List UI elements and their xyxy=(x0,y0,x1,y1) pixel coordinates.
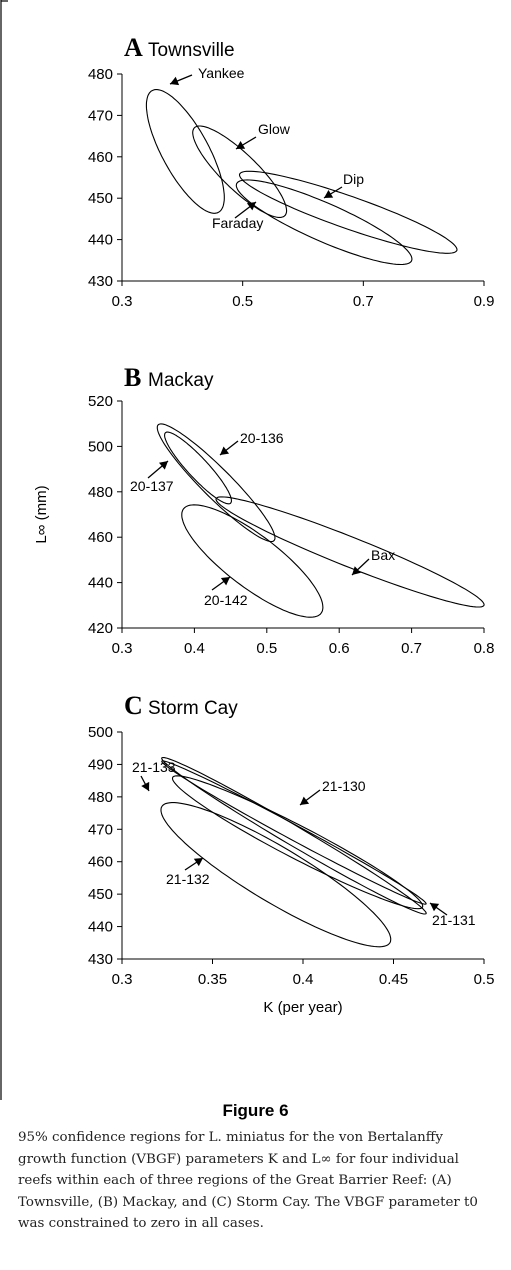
confidence-ellipse-20-136 xyxy=(164,431,232,505)
y-tick-label: 450 xyxy=(88,190,113,207)
y-tick-label: 460 xyxy=(88,149,113,166)
confidence-ellipse-dip xyxy=(238,170,458,254)
confidence-ellipse-20-142 xyxy=(181,504,324,618)
panel-title: Townsville xyxy=(148,40,235,61)
y-tick-label: 500 xyxy=(88,724,113,741)
x-tick-label: 0.5 xyxy=(232,293,253,310)
figure-caption: 95% confidence regions for L. miniatus f… xyxy=(18,1130,478,1231)
confidence-ellipse-glow xyxy=(192,125,288,218)
series-arrowhead xyxy=(300,796,310,805)
x-tick-label: 0.4 xyxy=(184,640,205,657)
x-tick-label: 0.3 xyxy=(112,971,133,988)
y-tick-label: 460 xyxy=(88,529,113,546)
x-tick-label: 0.4 xyxy=(293,971,314,988)
series-arrowhead xyxy=(141,781,150,791)
y-tick-label: 440 xyxy=(88,575,113,592)
series-label: 21-130 xyxy=(322,778,366,794)
x-tick-label: 0.35 xyxy=(198,971,227,988)
series-label: 20-137 xyxy=(130,478,174,494)
y-axis-title: L∞ (mm) xyxy=(33,485,50,543)
y-tick-label: 440 xyxy=(88,919,113,936)
series-label: Dip xyxy=(343,171,364,187)
x-tick-label: 0.5 xyxy=(474,971,495,988)
figure-label: Figure 6 xyxy=(222,1101,289,1120)
x-tick-label: 0.9 xyxy=(474,293,495,310)
x-tick-label: 0.5 xyxy=(256,640,277,657)
figure-chart-area: A Townsville 430 440 450 460 470 480 0.3 0.5 0.7 0.… xyxy=(0,0,494,1100)
x-tick-label: 0.3 xyxy=(112,640,133,657)
confidence-ellipse-21-132 xyxy=(160,802,392,948)
series-label: Faraday xyxy=(212,215,263,231)
x-tick-label: 0.7 xyxy=(401,640,422,657)
y-tick-label: 480 xyxy=(88,484,113,501)
y-tick-label: 450 xyxy=(88,886,113,903)
series-arrowhead xyxy=(352,566,361,575)
series-arrowhead xyxy=(220,577,230,586)
confidence-ellipse-yankee xyxy=(145,89,225,214)
x-tick-label: 0.6 xyxy=(329,640,350,657)
series-label: 20-136 xyxy=(240,430,284,446)
panel-title: Storm Cay xyxy=(148,698,238,719)
series-arrowhead xyxy=(430,903,440,912)
panel-c: C Storm Cay 430 440 450 460 470 480 490 500 0.3 0.3… xyxy=(88,691,494,1016)
x-tick-label: 0.7 xyxy=(353,293,374,310)
panel-letter: A xyxy=(124,33,143,62)
y-tick-label: 430 xyxy=(88,951,113,968)
y-tick-label: 520 xyxy=(88,393,113,410)
series-arrowhead xyxy=(158,461,168,470)
series-arrowhead xyxy=(246,202,256,211)
x-tick-label: 0.45 xyxy=(379,971,408,988)
series-label: 20-142 xyxy=(204,592,248,608)
y-tick-label: 480 xyxy=(88,66,113,83)
panel-b: B Mackay 420 440 460 480 500 520 0.3 0.4 0.5 0.6 0.7… xyxy=(33,363,494,657)
x-axis-title: K (per year) xyxy=(263,999,342,1016)
x-tick-label: 0.8 xyxy=(474,640,495,657)
series-arrowhead xyxy=(236,141,246,149)
y-tick-label: 440 xyxy=(88,232,113,249)
series-arrowhead xyxy=(220,446,230,455)
y-tick-label: 480 xyxy=(88,789,113,806)
y-tick-label: 470 xyxy=(88,107,113,124)
series-label: Yankee xyxy=(198,65,245,81)
panel-letter: B xyxy=(124,363,141,392)
confidence-ellipse-21-131 xyxy=(171,775,424,910)
y-tick-label: 430 xyxy=(88,273,113,290)
panel-a: A Townsville 430 440 450 460 470 480 0.3 0.5 0.7 0.… xyxy=(88,33,494,310)
series-label: Bax xyxy=(371,547,395,563)
series-arrowhead xyxy=(324,189,334,198)
confidence-ellipse-21-133 xyxy=(161,760,427,905)
series-label: 21-132 xyxy=(166,871,210,887)
series-label: 21-131 xyxy=(432,912,476,928)
confidence-ellipse-faraday xyxy=(235,179,413,266)
y-tick-label: 470 xyxy=(88,821,113,838)
y-tick-label: 490 xyxy=(88,756,113,773)
y-tick-label: 500 xyxy=(88,438,113,455)
series-arrowhead xyxy=(193,858,203,867)
y-tick-label: 420 xyxy=(88,620,113,637)
y-tick-label: 460 xyxy=(88,854,113,871)
confidence-ellipse-21-130 xyxy=(161,756,427,915)
x-tick-label: 0.3 xyxy=(112,293,133,310)
series-label: Glow xyxy=(258,121,291,137)
confidence-ellipse-bax xyxy=(215,496,485,608)
series-arrowhead xyxy=(170,76,180,86)
panel-letter: C xyxy=(124,691,143,720)
panel-title: Mackay xyxy=(148,370,214,391)
